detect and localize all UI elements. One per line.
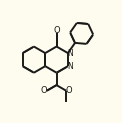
Text: N: N [67, 62, 73, 71]
Text: N: N [67, 49, 73, 58]
Text: O: O [53, 26, 60, 35]
Text: O: O [41, 86, 47, 95]
Text: O: O [66, 86, 72, 95]
